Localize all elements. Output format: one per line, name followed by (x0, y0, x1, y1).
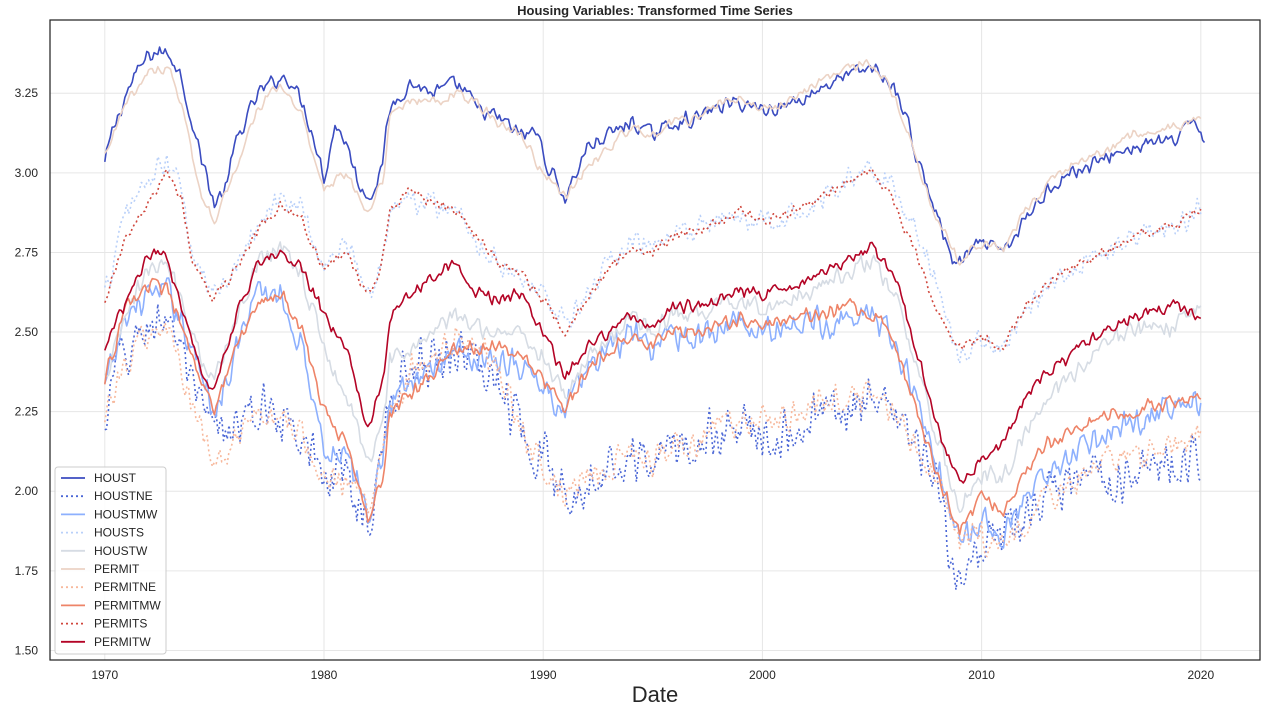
series-line-houstne (104, 303, 1202, 591)
legend-label-permitmw: PERMITMW (94, 598, 161, 612)
series-layer (104, 46, 1206, 591)
x-axis-label: Date (632, 682, 678, 707)
legend: HOUST HOUSTNE HOUSTMW HOUSTS HOUSTW PERMIT PER… (54, 466, 167, 655)
legend-label-houstmw: HOUSTMW (94, 507, 158, 521)
chart-title: Housing Variables: Transformed Time Seri… (517, 3, 793, 18)
y-tick-label: 1.50 (15, 643, 39, 657)
plot-frame (49, 19, 1261, 661)
y-tick-label: 2.50 (15, 325, 39, 339)
y-tick-label: 2.75 (15, 245, 39, 259)
x-tick-label: 1990 (530, 668, 557, 682)
y-tick-label: 3.00 (15, 166, 39, 180)
x-tick-label: 2020 (1187, 668, 1214, 682)
legend-label-permitne: PERMITNE (94, 580, 156, 594)
series-line-houstmw (104, 277, 1202, 549)
legend-label-housts: HOUSTS (94, 526, 144, 540)
legend-label-permitw: PERMITW (94, 635, 151, 649)
x-tick-label: 1970 (91, 668, 118, 682)
series-line-permitmw (104, 277, 1202, 536)
legend-label-houstw: HOUSTW (94, 544, 148, 558)
legend-label-permits: PERMITS (94, 617, 147, 631)
x-tick-label: 2010 (968, 668, 995, 682)
series-line-permitw (104, 241, 1202, 484)
tick-layer: 1970 1980 1990 2000 2010 2020 1.50 1.75 2.00 2.25… (15, 86, 1215, 682)
x-tick-label: 1980 (311, 668, 338, 682)
y-tick-label: 1.75 (15, 564, 39, 578)
y-tick-label: 3.25 (15, 86, 39, 100)
x-tick-label: 2000 (749, 668, 776, 682)
y-tick-label: 2.25 (15, 405, 39, 419)
series-line-permit (104, 59, 1202, 266)
grid-layer (50, 20, 1260, 660)
series-line-houst (104, 46, 1206, 265)
y-tick-label: 2.00 (15, 484, 39, 498)
series-line-houstw (104, 241, 1202, 514)
legend-label-houst: HOUST (94, 471, 137, 485)
legend-label-permit: PERMIT (94, 562, 140, 576)
legend-label-houstne: HOUSTNE (94, 489, 153, 503)
series-line-permits (104, 168, 1202, 351)
